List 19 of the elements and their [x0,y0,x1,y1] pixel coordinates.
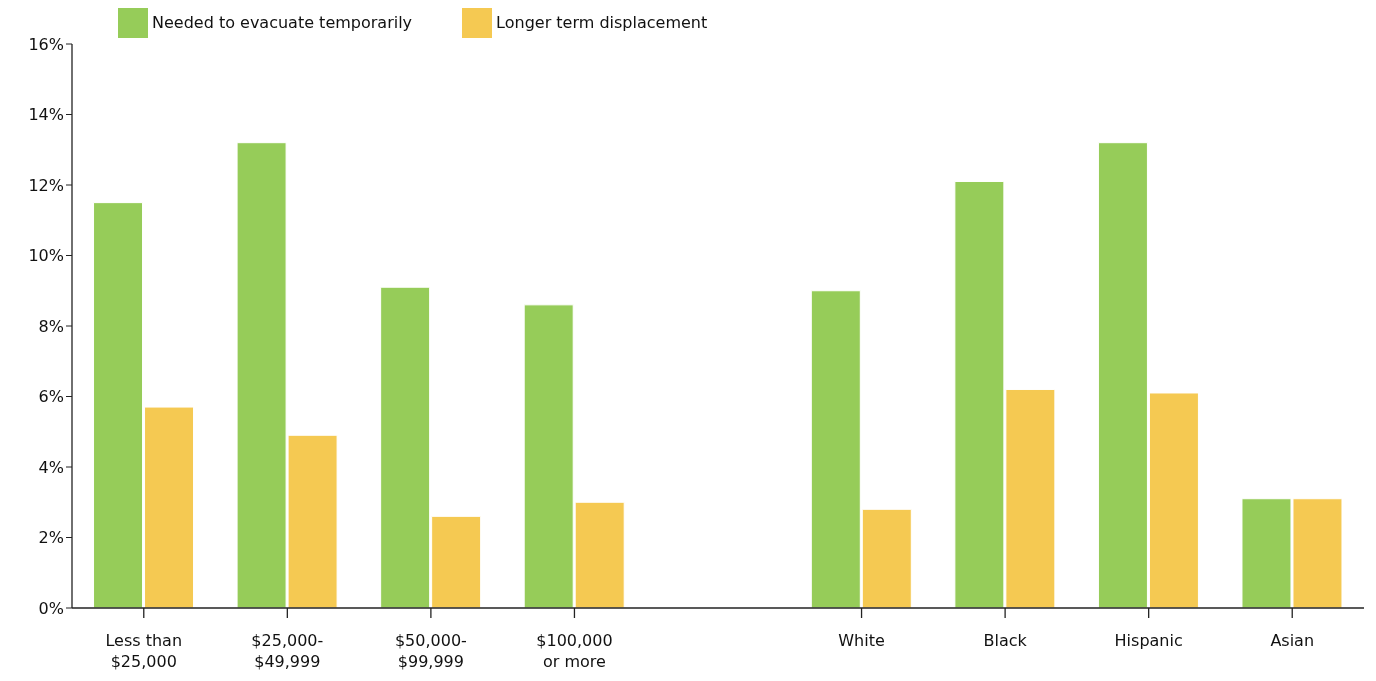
y-tick-label: 16% [28,34,64,54]
y-tick-label: 2% [38,528,64,548]
y-tick-label: 8% [38,316,64,336]
x-tick-label: $25,000- $49,999 [251,631,324,671]
legend-label: Longer term displacement [496,12,708,32]
x-tick-label: Asian [1270,631,1315,650]
x-tick-label: $50,000- $99,999 [394,631,467,671]
y-tick-label: 6% [38,387,64,407]
y-tick-label: 4% [38,457,64,477]
x-tick-label: $100,000 or more [536,631,613,671]
y-tick-label: 0% [38,598,64,618]
x-tick-label: Hispanic [1114,631,1183,650]
y-tick-label: 10% [28,246,64,266]
legend-label: Needed to evacuate temporarily [152,12,413,32]
y-tick-label: 14% [28,105,64,125]
x-tick-label: Less than $25,000 [105,631,183,671]
y-tick-label: 12% [28,175,64,195]
x-tick-label: White [838,631,885,650]
x-tick-label: Black [983,631,1028,650]
